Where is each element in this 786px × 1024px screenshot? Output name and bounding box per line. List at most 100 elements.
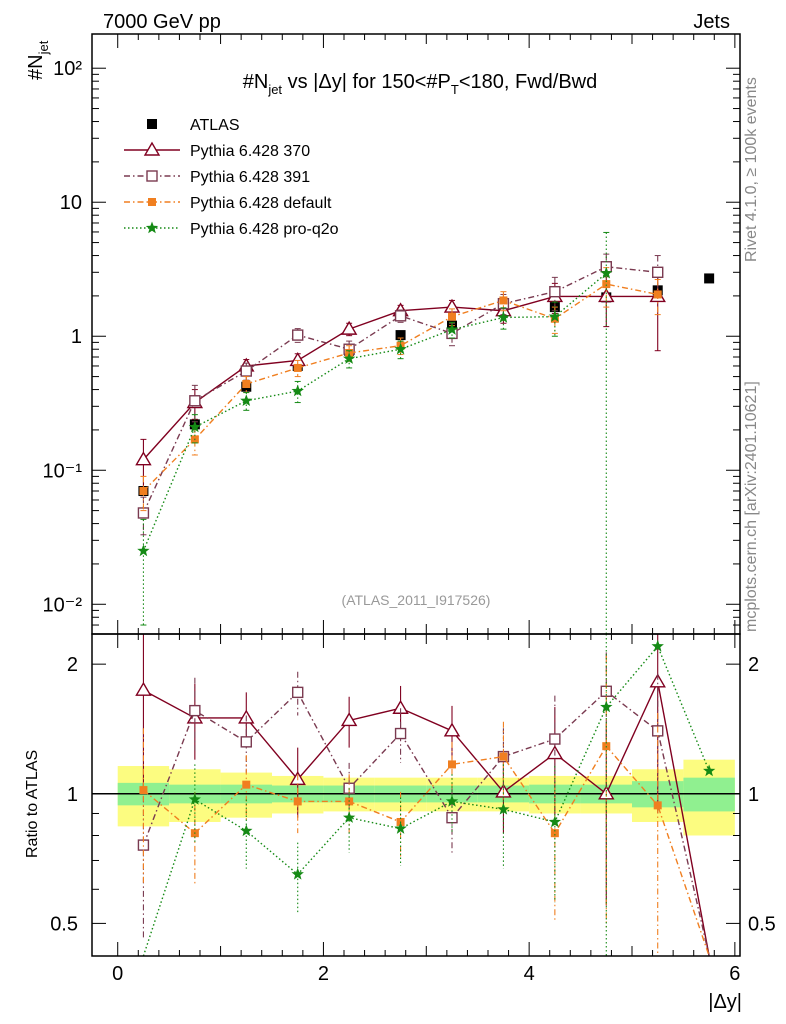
legend-marker — [147, 119, 157, 129]
rivet-version: Rivet 4.1.0, ≥ 100k events — [743, 77, 760, 262]
data-point — [137, 544, 150, 557]
ratio-series-2 — [137, 652, 710, 957]
ratio-point — [343, 811, 356, 823]
legend-label: Pythia 6.428 370 — [190, 143, 310, 160]
legend-marker — [148, 198, 156, 206]
ratio-point — [600, 700, 613, 713]
ratio-point — [653, 801, 662, 810]
data-point — [293, 363, 302, 372]
data-point — [395, 330, 406, 341]
analysis-tag: (ATLAS_2011_I917526) — [342, 592, 491, 608]
chart-title: #Njet vs |Δy| for 150<#PT<180, Fwd/Bwd — [243, 71, 598, 97]
y-tick-label: 1 — [71, 326, 82, 348]
ratio-point — [445, 794, 459, 807]
data-point — [394, 310, 407, 322]
data-point — [704, 273, 715, 284]
series-0 — [138, 273, 715, 497]
ratio-point — [240, 824, 253, 837]
data-point — [499, 296, 508, 305]
ratio-point — [189, 704, 201, 717]
data-point — [652, 266, 664, 278]
y-tick-label: 10 — [60, 192, 82, 214]
ratio-point — [548, 815, 561, 828]
ratio-point — [292, 686, 304, 699]
ratio-line — [142, 744, 710, 957]
data-point — [240, 394, 253, 406]
ratio-point — [394, 727, 407, 740]
legend-marker — [146, 170, 158, 182]
legend-label: Pythia 6.428 default — [190, 195, 332, 212]
ratio-point — [242, 780, 251, 789]
ratio-point — [293, 797, 302, 806]
ratio-point — [703, 764, 716, 777]
ratio-point — [651, 639, 664, 652]
series-layer — [135, 231, 716, 957]
data-point — [448, 312, 456, 321]
data-point — [445, 323, 459, 335]
data-point — [340, 320, 358, 335]
x-axis-label: |Δy| — [708, 991, 742, 1013]
ratio-point — [139, 786, 148, 795]
legend-entry: Pythia 6.428 370 — [124, 141, 310, 160]
y-tick-label: 10⁻¹ — [43, 460, 83, 482]
legend-label: Pythia 6.428 pro-q2o — [190, 221, 339, 238]
ratio-point — [448, 760, 456, 769]
data-point — [548, 310, 561, 322]
y-tick-label: 10² — [53, 58, 82, 80]
uncertainty-band — [117, 759, 735, 836]
x-tick-label: 2 — [318, 963, 329, 985]
data-point — [137, 507, 150, 519]
legend-entry: Pythia 6.428 pro-q2o — [124, 221, 339, 238]
axes: 0 2 4 6 10⁻² 10⁻¹ 1 10 10² 0.5 0.5 1 1 2 2 — [43, 33, 776, 985]
series-4 — [137, 231, 613, 635]
ratio-tick-label-right: 0.5 — [748, 913, 776, 935]
data-point — [497, 311, 510, 323]
ratio-point — [188, 793, 201, 805]
legend: ATLAS Pythia 6.428 370 Pythia 6.428 391 Pyt… — [124, 117, 339, 238]
data-point — [291, 384, 304, 397]
y-axis-label: #Njet — [25, 40, 51, 80]
ratio-point — [394, 822, 407, 834]
ratio-y-label: Ratio to ATLAS — [24, 750, 41, 858]
x-tick-label: 4 — [524, 963, 535, 985]
series-line-main — [142, 283, 658, 492]
data-point — [242, 380, 251, 389]
ratio-point — [649, 673, 666, 688]
series-1 — [135, 268, 666, 492]
ratio-line — [142, 690, 710, 957]
mcplots-credit: mcplots.cern.ch [arXiv:2401.10621] — [743, 381, 760, 632]
data-point — [394, 342, 407, 355]
ratio-tick-label-left: 0.5 — [50, 913, 78, 935]
ratio-point — [446, 811, 458, 824]
legend-entry: Pythia 6.428 391 — [124, 169, 310, 186]
legend-label: Pythia 6.428 391 — [190, 169, 310, 186]
data-point — [139, 487, 148, 496]
band-inner-bin — [683, 777, 735, 812]
ratio-point — [340, 712, 358, 727]
data-point — [602, 280, 611, 289]
ratio-series-4 — [142, 634, 716, 957]
data-point — [189, 395, 201, 407]
data-point — [653, 290, 662, 299]
ratio-line — [143, 679, 710, 957]
data-point — [292, 329, 304, 341]
ratio-tick-label-left: 2 — [67, 654, 78, 676]
ratio-tick-label-right: 2 — [748, 654, 759, 676]
legend-marker — [143, 141, 161, 156]
ratio-point — [497, 802, 510, 815]
legend-label: ATLAS — [190, 117, 240, 134]
ratio-point — [549, 733, 561, 745]
data-point — [135, 451, 152, 466]
ratio-frame — [91, 633, 741, 957]
legend-entry: Pythia 6.428 default — [124, 195, 332, 212]
x-tick-label: 6 — [729, 963, 740, 985]
y-tick-label: 10⁻² — [43, 594, 83, 616]
x-tick-label: 0 — [112, 963, 123, 985]
ratio-point — [499, 752, 508, 761]
ratio-point — [550, 829, 559, 838]
process-label: Jets — [693, 11, 730, 33]
ratio-point — [240, 736, 252, 748]
ratio-point — [135, 681, 152, 696]
energy-label: 7000 GeV pp — [103, 11, 221, 33]
